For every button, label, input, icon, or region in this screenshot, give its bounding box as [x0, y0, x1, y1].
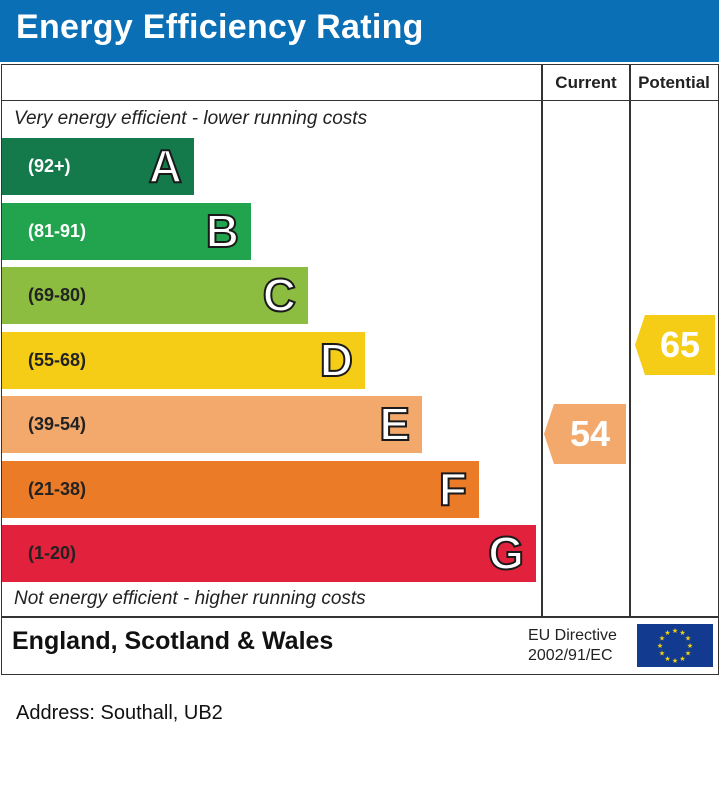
- potential-column-divider: [629, 65, 631, 617]
- band-e-letter: E: [378, 397, 411, 451]
- eu-star: ★: [679, 655, 685, 663]
- band-d-range: (55-68): [28, 349, 87, 370]
- band-g-letter: G: [487, 526, 525, 580]
- band-f-range: (21-38): [28, 478, 87, 499]
- eu-directive-line2: 2002/91/EC: [528, 647, 613, 664]
- eu-flag-icon: ★ ★ ★ ★ ★ ★ ★ ★ ★ ★ ★ ★: [637, 624, 713, 667]
- band-g: (1-20) G: [2, 525, 536, 582]
- band-b-range: (81-91): [28, 220, 87, 241]
- potential-arrow-shape: [635, 315, 715, 375]
- efficient-note: Very energy efficient - lower running co…: [14, 108, 368, 129]
- eu-star: ★: [672, 657, 678, 665]
- band-d-letter: D: [319, 333, 354, 387]
- potential-rating-arrow: 65: [635, 315, 715, 375]
- band-a: (92+) A: [2, 138, 194, 195]
- current-column-divider: [541, 65, 543, 617]
- header-bar: Energy Efficiency Rating: [0, 0, 719, 62]
- column-header-current: Current: [555, 73, 617, 92]
- footer-divider: [2, 616, 718, 618]
- current-rating-arrow: 54: [544, 403, 626, 464]
- band-b-letter: B: [205, 204, 240, 258]
- band-a-letter: A: [148, 139, 183, 193]
- page-title: Energy Efficiency Rating: [16, 8, 424, 46]
- band-f-letter: F: [438, 462, 468, 516]
- band-b: (81-91) B: [2, 202, 251, 260]
- eu-star: ★: [685, 650, 691, 658]
- eu-star: ★: [657, 642, 663, 650]
- potential-rating-value: 65: [659, 324, 701, 365]
- column-header-potential: Potential: [638, 73, 710, 92]
- band-g-range: (1-20): [28, 543, 77, 563]
- address-text: Address: Southall, UB2: [16, 702, 223, 724]
- eu-star: ★: [659, 650, 665, 658]
- band-c-letter: C: [262, 268, 297, 322]
- eu-star: ★: [659, 635, 665, 643]
- band-c-range: (69-80): [28, 285, 87, 305]
- current-rating-value: 54: [569, 412, 611, 454]
- eu-star: ★: [679, 629, 685, 637]
- eu-directive-line1: EU Directive: [528, 627, 617, 644]
- eu-star: ★: [672, 627, 678, 635]
- eu-directive-text: EU Directive 2002/91/EC: [528, 626, 617, 666]
- inefficient-note: Not energy efficient - higher running co…: [14, 588, 366, 609]
- region-label: England, Scotland & Wales: [12, 627, 334, 655]
- band-e-range: (39-54): [28, 414, 87, 434]
- eu-star: ★: [687, 642, 693, 650]
- band-c: (69-80) C: [2, 267, 308, 324]
- eu-star: ★: [664, 655, 670, 663]
- band-d: (55-68) D: [2, 331, 365, 389]
- band-e: (39-54) E: [2, 396, 422, 453]
- header-row-divider: [2, 100, 718, 101]
- current-arrow-shape: [544, 403, 626, 464]
- eu-star: ★: [685, 635, 691, 643]
- band-f: (21-38) F: [2, 460, 479, 518]
- eu-star: ★: [664, 629, 670, 637]
- band-a-range: (92+): [28, 156, 71, 176]
